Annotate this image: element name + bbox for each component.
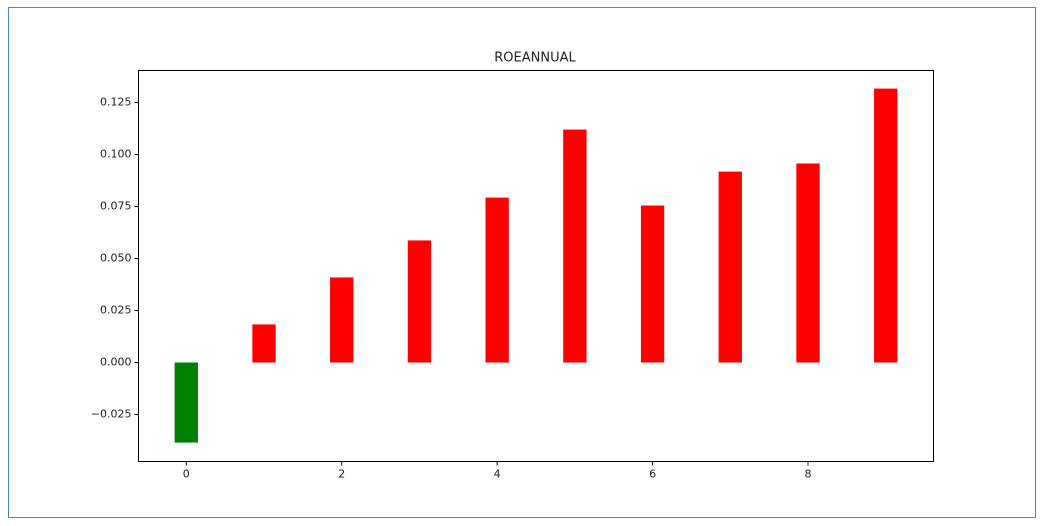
- plot: [174, 88, 898, 443]
- y-tick-label: 0.025: [100, 304, 132, 317]
- chart-title: ROEANNUAL: [494, 51, 576, 66]
- y-tick-label: 0.050: [100, 252, 132, 265]
- y-tick-label: 0.125: [100, 96, 132, 109]
- y-tick-label: 0.000: [100, 356, 132, 369]
- y-tick-label: 0.100: [100, 148, 132, 161]
- x-tick-label: 8: [804, 468, 811, 481]
- bar: [407, 240, 432, 363]
- y-tick-label: −0.025: [91, 407, 132, 420]
- plot-frame: [138, 70, 934, 462]
- bar: [640, 205, 665, 363]
- x-tick-label: 6: [649, 468, 656, 481]
- x-tick-label: 4: [494, 468, 501, 481]
- bar: [485, 197, 509, 363]
- x-tick-label: 2: [338, 468, 345, 481]
- bar: [252, 324, 276, 363]
- bar: [874, 88, 898, 363]
- y-tick-label: 0.075: [100, 200, 132, 213]
- bar: [718, 171, 742, 363]
- bar: [330, 277, 354, 363]
- bar: [796, 163, 820, 363]
- bar: [174, 362, 198, 443]
- x-tick-label: 0: [183, 468, 190, 481]
- bar: [563, 129, 587, 363]
